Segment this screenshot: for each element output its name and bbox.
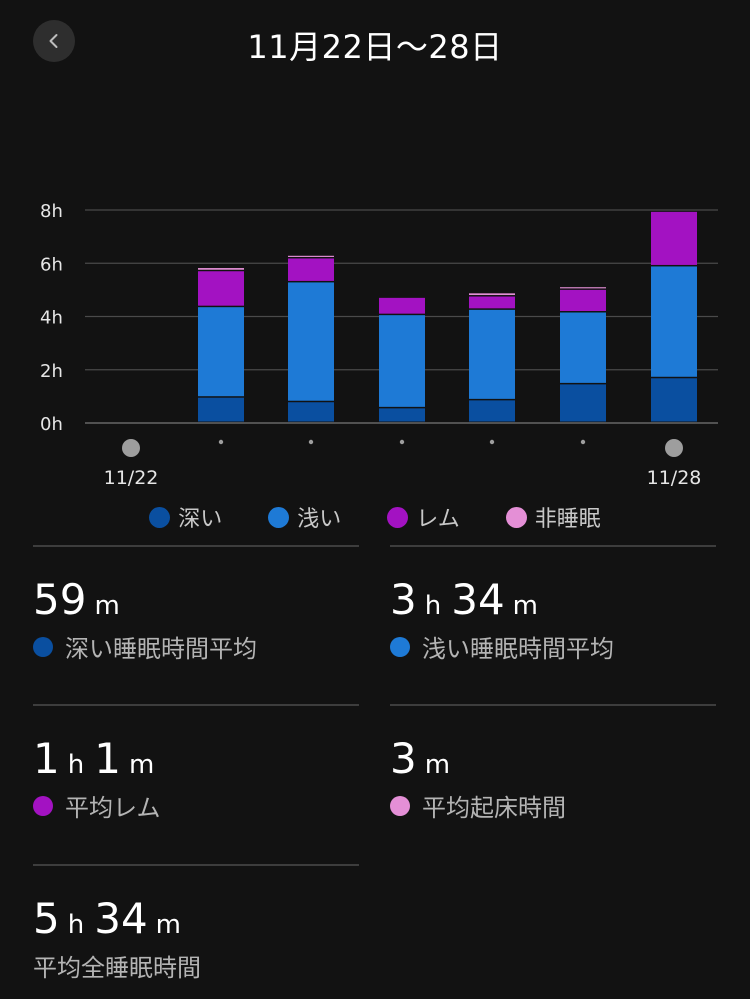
bar-segment xyxy=(198,307,244,397)
stat-value: 1 h 1 m xyxy=(33,734,359,783)
x-tick-dot xyxy=(308,439,314,445)
stat-unit: m xyxy=(94,591,120,621)
legend-dot xyxy=(505,506,527,528)
stat-label: 平均全睡眠時間 xyxy=(33,948,359,983)
stat-unit-hours: h xyxy=(67,750,85,780)
stat-number-minutes: 34 xyxy=(451,575,505,624)
x-tick-dot xyxy=(580,439,586,445)
bar-segment xyxy=(560,384,606,422)
bar-segment xyxy=(198,268,244,270)
legend-label: 非睡眠 xyxy=(534,507,601,532)
x-marker-dot xyxy=(665,439,683,457)
stat-value: 3 m xyxy=(390,734,716,783)
y-tick-label: 8h xyxy=(40,201,63,222)
stat-label-text: 平均起床時間 xyxy=(422,794,566,822)
bar-segment xyxy=(379,297,425,314)
stat-label: 深い睡眠時間平均 xyxy=(33,629,359,664)
stat-label: 平均レム xyxy=(33,788,359,823)
stat-unit-minutes: m xyxy=(128,750,155,780)
bar-segment xyxy=(198,397,244,422)
chevron-left-icon xyxy=(49,34,58,48)
divider xyxy=(33,545,359,547)
stat-unit-minutes: m xyxy=(512,591,538,621)
stat-number: 59 xyxy=(33,575,87,624)
stat-dot xyxy=(390,795,410,816)
stat-number-minutes: 1 xyxy=(94,734,121,783)
stat-deep-sleep: 59 m 深い睡眠時間平均 xyxy=(33,545,359,664)
divider xyxy=(33,704,359,706)
bar-segment xyxy=(560,287,606,289)
bar-segment xyxy=(469,309,515,399)
bar-segment xyxy=(288,402,334,422)
y-tick-label: 4h xyxy=(40,308,63,329)
x-tick-dot xyxy=(489,439,495,445)
stat-label: 平均起床時間 xyxy=(390,788,716,823)
stat-value: 3 h 34 m xyxy=(390,575,716,624)
legend-label: 浅い xyxy=(297,507,342,532)
stat-value: 59 m xyxy=(33,575,359,624)
bar-segment xyxy=(651,211,697,265)
stat-value: 5 h 34 m xyxy=(33,894,359,943)
legend-item-awake: 非睡眠 xyxy=(505,501,601,533)
stat-unit-minutes: m xyxy=(155,910,181,940)
divider xyxy=(33,864,359,866)
bar-segment xyxy=(560,312,606,383)
x-tick-dot xyxy=(218,439,224,445)
stat-label-text: 平均全睡眠時間 xyxy=(33,954,201,982)
bar-segment xyxy=(379,408,425,422)
x-tick-dot xyxy=(399,439,405,445)
stat-unit: m xyxy=(424,750,451,780)
back-button[interactable] xyxy=(33,20,75,62)
header: 11月22日〜28日 xyxy=(0,0,750,90)
stat-label-text: 浅い睡眠時間平均 xyxy=(422,635,614,663)
stat-dot xyxy=(33,636,53,657)
stat-label-text: 平均レム xyxy=(65,794,161,822)
sleep-chart: 0h 2h 4h 6h 8h 11/22 11/28 xyxy=(40,201,718,489)
x-tick-label: 11/28 xyxy=(647,467,702,489)
legend-item-deep: 深い xyxy=(149,501,222,533)
bar-segment xyxy=(288,282,334,401)
stat-total-sleep: 5 h 34 m 平均全睡眠時間 xyxy=(33,864,359,983)
divider xyxy=(390,704,716,706)
stat-unit-hours: h xyxy=(424,591,442,621)
stat-label-text: 深い睡眠時間平均 xyxy=(65,635,257,663)
legend-label: 深い xyxy=(178,507,223,532)
stat-rem-sleep: 1 h 1 m 平均レム xyxy=(33,704,359,823)
bar-segment xyxy=(198,271,244,306)
stat-unit-hours: h xyxy=(67,910,85,940)
bar-segment xyxy=(560,289,606,312)
legend-item-rem: レム xyxy=(387,501,460,533)
stat-number-hours: 3 xyxy=(390,575,417,624)
bar-segment xyxy=(469,293,515,296)
stat-dot xyxy=(33,795,53,816)
page-title: 11月22日〜28日 xyxy=(247,28,503,66)
legend-item-light: 浅い xyxy=(268,501,341,533)
stat-label: 浅い睡眠時間平均 xyxy=(390,629,716,664)
y-tick-label: 6h xyxy=(40,254,63,275)
stat-number-minutes: 34 xyxy=(94,894,148,943)
bar-segment xyxy=(288,258,334,281)
bar-segment xyxy=(379,315,425,407)
divider xyxy=(390,545,716,547)
stat-awake-time: 3 m 平均起床時間 xyxy=(390,704,716,823)
bar-segment xyxy=(651,266,697,377)
chart-legend: 深い 浅い レム 非睡眠 xyxy=(0,500,750,534)
legend-dot xyxy=(149,506,171,528)
x-marker-dot xyxy=(122,439,140,457)
bar-segment xyxy=(469,400,515,422)
legend-dot xyxy=(268,506,290,528)
legend-dot xyxy=(387,506,409,528)
y-tick-label: 0h xyxy=(40,414,63,435)
bar-segment xyxy=(651,378,697,422)
bar-segment xyxy=(288,255,334,257)
stat-number-hours: 5 xyxy=(33,894,60,943)
x-tick-label: 11/22 xyxy=(104,467,159,489)
bar-segment xyxy=(469,296,515,309)
stat-dot xyxy=(390,636,410,657)
stat-number-hours: 1 xyxy=(33,734,60,783)
stat-light-sleep: 3 h 34 m 浅い睡眠時間平均 xyxy=(390,545,716,664)
legend-label: レム xyxy=(416,507,460,532)
y-tick-label: 2h xyxy=(40,361,63,382)
stat-number: 3 xyxy=(390,734,417,783)
